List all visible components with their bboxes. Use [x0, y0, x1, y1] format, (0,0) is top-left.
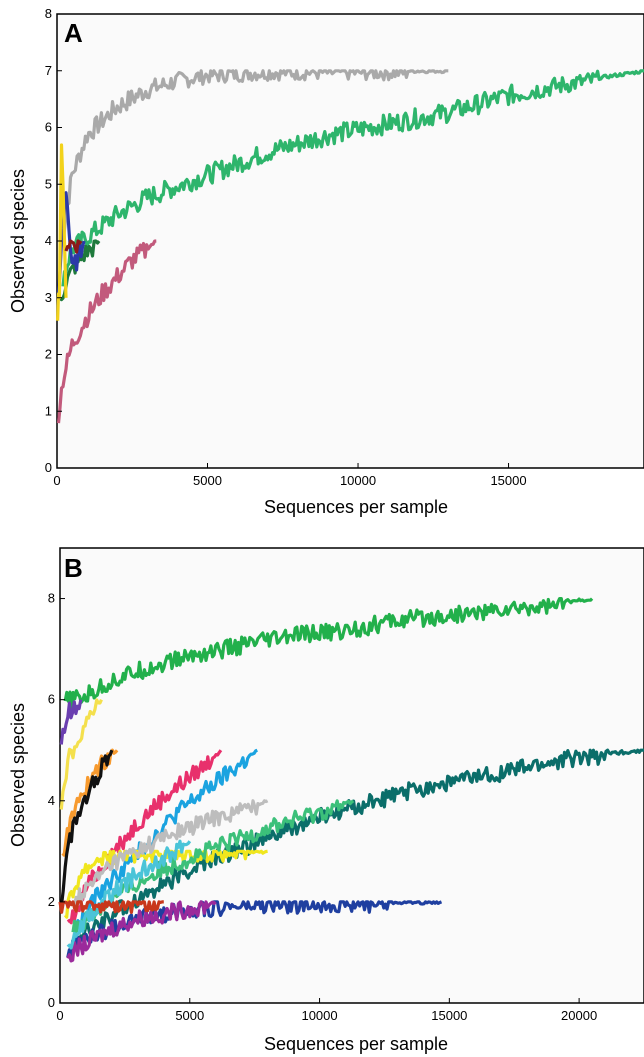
- y-tick-label-b-0: 0: [48, 995, 55, 1010]
- series-line-b-2: [72, 748, 644, 946]
- y-tick-label-b-4: 8: [48, 591, 55, 606]
- series-line-b-5: [66, 749, 223, 925]
- series-line-b-1: [63, 596, 594, 711]
- panel-b: 0 5000 10000 15000 20000 0 2 4 6 8 B Sequences pe…: [8, 547, 644, 1054]
- x-axis-title-b: Sequences per sample: [264, 1034, 448, 1054]
- x-tick-label-b-2: 10000: [301, 1008, 337, 1023]
- x-tick-label-a-1: 5000: [193, 473, 222, 488]
- series-line-a-6: [56, 143, 68, 321]
- y-tick-label-a-2: 2: [45, 347, 52, 362]
- series-line-b-6: [66, 900, 217, 963]
- x-tick-label-b-1: 5000: [175, 1008, 204, 1023]
- series-line-b-14: [59, 699, 83, 745]
- y-tick-label-a-6: 6: [45, 120, 52, 135]
- y-tick-label-a-3: 3: [45, 290, 52, 305]
- x-axis-title-a: Sequences per sample: [264, 497, 448, 517]
- series-line-b-3: [66, 900, 443, 958]
- y-tick-label-a-7: 7: [45, 63, 52, 78]
- series-line-b-9: [72, 799, 269, 907]
- series-line-b-7: [63, 849, 268, 919]
- series-line-b-13: [59, 698, 103, 810]
- x-tick-label-a-3: 15000: [490, 473, 526, 488]
- x-tick-label-a-0: 0: [53, 473, 60, 488]
- series-line-a-2: [61, 69, 644, 287]
- panel-a: 0 5000 10000 15000 0 1 2 3 4 5 6 7 8 A Sequences per…: [8, 6, 644, 517]
- y-tick-label-a-0: 0: [45, 460, 52, 475]
- series-line-a-1: [58, 69, 449, 255]
- x-tick-label-b-4: 20000: [561, 1008, 597, 1023]
- x-tick-label-b-0: 0: [56, 1008, 63, 1023]
- series-line-b-10: [66, 839, 192, 950]
- panel-letter-b: B: [64, 553, 83, 583]
- series-line-b-15: [58, 900, 164, 915]
- x-tick-label-a-2: 10000: [340, 473, 376, 488]
- series-line-b-12: [59, 749, 114, 907]
- panel-letter-a: A: [64, 18, 83, 48]
- y-tick-label-a-1: 1: [45, 403, 52, 418]
- y-tick-label-a-8: 8: [45, 6, 52, 21]
- plot-area-b: [59, 547, 644, 1004]
- y-tick-label-a-4: 4: [45, 233, 52, 248]
- y-tick-label-b-3: 6: [48, 692, 55, 707]
- y-tick-label-b-1: 2: [48, 894, 55, 909]
- y-axis-title-b: Observed species: [8, 703, 28, 847]
- x-tick-label-b-3: 15000: [431, 1008, 467, 1023]
- series-line-a-7: [64, 239, 83, 254]
- series-line-a-3: [56, 239, 157, 424]
- y-tick-label-a-5: 5: [45, 176, 52, 191]
- y-axis-title-a: Observed species: [8, 169, 28, 313]
- y-tick-label-b-2: 4: [48, 793, 55, 808]
